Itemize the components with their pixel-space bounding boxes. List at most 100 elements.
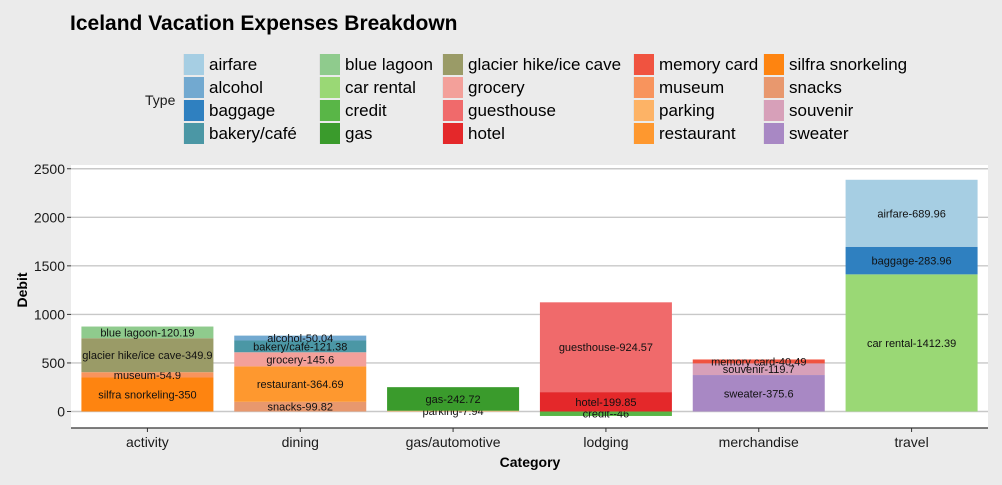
legend-swatch xyxy=(319,100,340,121)
data-label: hotel-199.85 xyxy=(575,397,636,409)
legend-swatch xyxy=(183,77,204,98)
data-label: museum-54.9 xyxy=(114,370,181,382)
legend-item-memory-card: memory card xyxy=(633,53,758,76)
data-label: airfare-689.96 xyxy=(877,208,946,220)
legend-swatch xyxy=(763,54,784,75)
data-label: souvenir-119.7 xyxy=(723,364,795,376)
legend-label: memory card xyxy=(659,54,759,74)
legend-label: souvenir xyxy=(789,100,854,120)
x-tick-label: activity xyxy=(126,434,169,450)
data-label: blue lagoon-120.19 xyxy=(100,327,194,339)
legend-swatch xyxy=(319,54,340,75)
legend-swatch xyxy=(763,123,784,144)
legend-label: museum xyxy=(659,77,725,97)
legend-swatch xyxy=(183,100,204,121)
data-label: silfra snorkeling-350 xyxy=(98,390,196,402)
legend-swatch xyxy=(763,77,784,98)
data-label: bakery/café-121.38 xyxy=(253,341,347,353)
legend-item-car-rental: car rental xyxy=(319,76,416,99)
legend-swatch xyxy=(183,123,204,144)
legend-label: hotel xyxy=(468,123,505,143)
data-label: glacier hike/ice cave-349.9 xyxy=(82,350,212,362)
bar-segment-grocery xyxy=(234,352,367,367)
data-label: restaurant-364.69 xyxy=(257,379,344,391)
legend-swatch xyxy=(442,77,463,98)
x-tick-label: dining xyxy=(282,434,319,450)
bar-segment-restaurant xyxy=(234,366,367,402)
bar-segment-glacier-hike-ice-cave xyxy=(81,338,214,373)
legend-swatch xyxy=(442,54,463,75)
legend-label: baggage xyxy=(209,100,276,120)
data-label: grocery-145.6 xyxy=(266,354,334,366)
legend-label: gas xyxy=(345,123,373,143)
legend-item-blue-lagoon: blue lagoon xyxy=(319,53,433,76)
plot-panel xyxy=(71,165,988,428)
legend-label: airfare xyxy=(209,54,258,74)
legend-label: silfra snorkeling xyxy=(789,54,908,74)
legend-label: restaurant xyxy=(659,123,736,143)
bar-segment-silfra-snorkeling xyxy=(81,377,214,412)
bar-segment-gas xyxy=(387,387,520,411)
legend-item-museum: museum xyxy=(633,76,724,99)
legend-label: parking xyxy=(659,100,715,120)
x-tick-label: travel xyxy=(894,434,928,450)
legend-label: snacks xyxy=(789,77,842,97)
legend-swatch xyxy=(319,123,340,144)
legend-swatch xyxy=(442,123,463,144)
data-label: baggage-283.96 xyxy=(872,256,952,268)
bar-segment-sweater xyxy=(692,375,825,412)
legend-item-restaurant: restaurant xyxy=(633,122,736,145)
legend-item-airfare: airfare xyxy=(183,53,257,76)
legend-label: car rental xyxy=(345,77,416,97)
x-tick-label: gas/automotive xyxy=(406,434,501,450)
data-label: guesthouse-924.57 xyxy=(559,342,653,354)
legend-swatch xyxy=(633,54,654,75)
legend-item-grocery: grocery xyxy=(442,76,525,99)
bar-segment-alcohol xyxy=(234,335,367,341)
legend-label: alcohol xyxy=(209,77,263,97)
data-label: alcohol-50.04 xyxy=(267,333,333,345)
legend-title: Type xyxy=(145,92,176,108)
data-label: parking-7.94 xyxy=(423,406,484,418)
legend-item-parking: parking xyxy=(633,99,715,122)
bar-segment-airfare xyxy=(845,179,978,247)
legend-item-gas: gas xyxy=(319,122,372,145)
legend-swatch xyxy=(763,100,784,121)
bar-segment-parking xyxy=(387,410,520,412)
legend-swatch xyxy=(183,54,204,75)
legend-swatch xyxy=(633,77,654,98)
legend-label: grocery xyxy=(468,77,525,97)
legend-swatch xyxy=(633,123,654,144)
bar-segment-memory-card xyxy=(692,359,825,364)
legend-item-guesthouse: guesthouse xyxy=(442,99,556,122)
data-label: snacks-99.82 xyxy=(268,402,333,414)
x-axis-title: Category xyxy=(500,454,561,470)
bar-segment-car-rental xyxy=(845,274,978,412)
legend-item-credit: credit xyxy=(319,99,387,122)
legend-item-hotel: hotel xyxy=(442,122,505,145)
x-tick-label: merchandise xyxy=(719,434,799,450)
legend-label: credit xyxy=(345,100,387,120)
data-label: memory card-40.49 xyxy=(711,356,806,368)
legend-item-baggage: baggage xyxy=(183,99,275,122)
bar-segment-bakery-caf xyxy=(234,340,367,353)
y-tick-label: 2500 xyxy=(34,161,65,177)
data-label: car rental-1412.39 xyxy=(867,338,956,350)
legend-item-glacier-hike-ice-cave: glacier hike/ice cave xyxy=(442,53,621,76)
legend-label: bakery/café xyxy=(209,123,297,143)
legend-label: sweater xyxy=(789,123,849,143)
legend-item-silfra-snorkeling: silfra snorkeling xyxy=(763,53,907,76)
legend-item-sweater: sweater xyxy=(763,122,849,145)
legend-item-souvenir: souvenir xyxy=(763,99,853,122)
bar-segment-blue-lagoon xyxy=(81,326,214,339)
bar-segment-hotel xyxy=(539,392,672,412)
data-label: sweater-375.6 xyxy=(724,388,794,400)
legend-item-alcohol: alcohol xyxy=(183,76,263,99)
legend-swatch xyxy=(442,100,463,121)
x-tick-label: lodging xyxy=(583,434,628,450)
legend-item-bakery-caf: bakery/café xyxy=(183,122,297,145)
chart-title: Iceland Vacation Expenses Breakdown xyxy=(70,12,458,35)
data-label: gas-242.72 xyxy=(426,394,481,406)
legend-label: guesthouse xyxy=(468,100,556,120)
legend-swatch xyxy=(319,77,340,98)
